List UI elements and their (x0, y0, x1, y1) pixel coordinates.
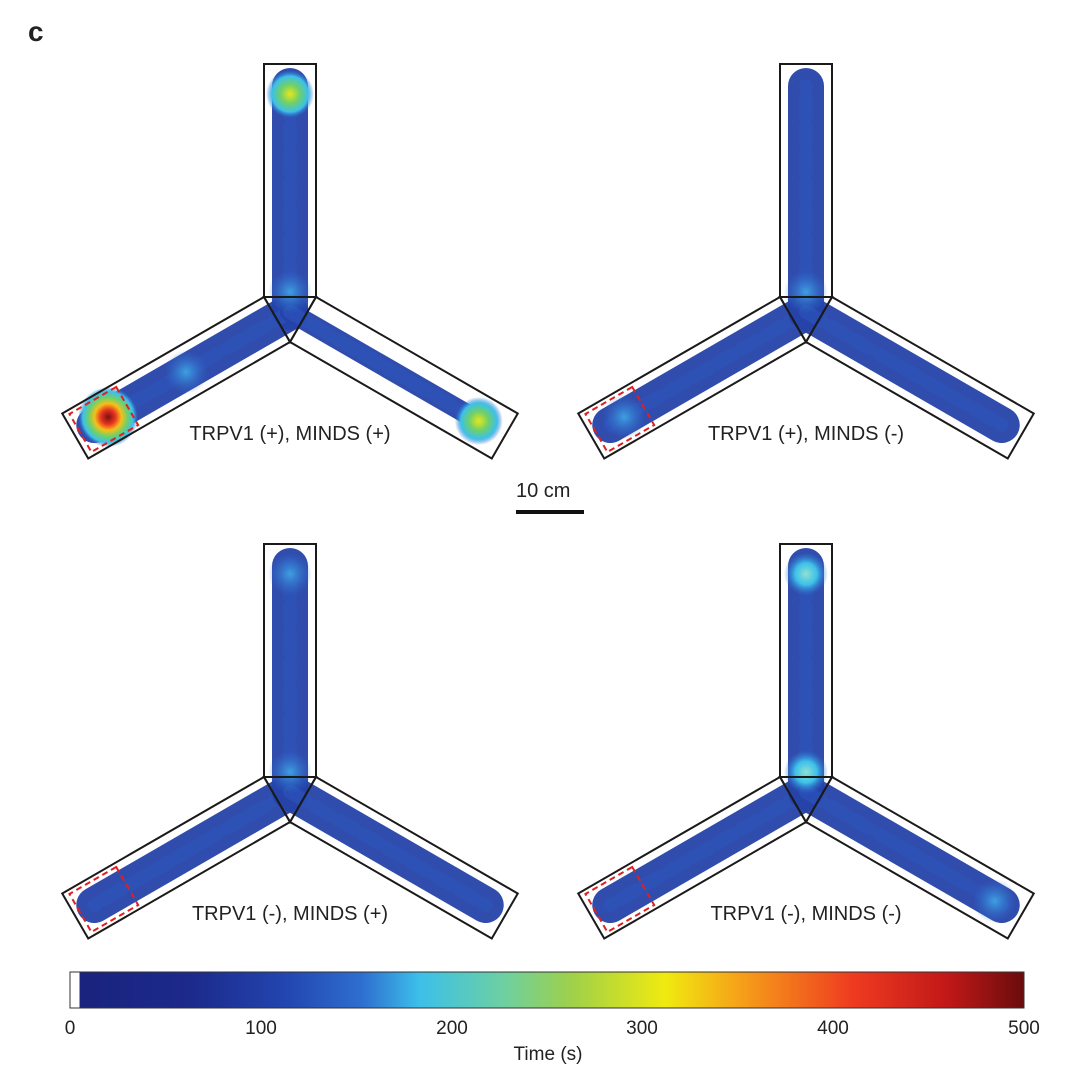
occupancy-hotspot (268, 270, 312, 314)
panel-label: TRPV1 (+), MINDS (+) (189, 423, 390, 445)
occupancy-hotspot (602, 395, 647, 439)
occupancy-hotspot (972, 879, 1017, 923)
colorbar-tick-0: 0 (64, 1018, 76, 1039)
target-zone (584, 385, 656, 454)
track-core-left (87, 785, 297, 912)
colorbar-tick-500: 500 (1008, 1018, 1040, 1039)
track-core-right (799, 305, 1009, 432)
maze-panel-4: TRPV1 (-), MINDS (-) (576, 543, 1036, 940)
maze-panel-3: TRPV1 (-), MINDS (+) (60, 543, 520, 940)
occupancy-hotspot (784, 552, 828, 596)
maze-panel-1: TRPV1 (+), MINDS (+) (60, 63, 520, 460)
occupancy-hotspot (268, 552, 312, 596)
colorbar-frame (69, 971, 1025, 1009)
panel-label: TRPV1 (+), MINDS (-) (708, 423, 904, 445)
colorbar-tick-300: 300 (626, 1018, 658, 1039)
occupancy-hotspot (784, 270, 828, 314)
track-core-right (799, 785, 1009, 912)
occupancy-hotspot (78, 387, 139, 447)
maze-center-zone (778, 295, 834, 345)
occupancy-hotspot (784, 750, 828, 794)
track-core-right (283, 785, 493, 912)
colorbar (69, 971, 1025, 1009)
target-zone (584, 865, 656, 934)
maze-center-zone (778, 775, 834, 825)
maze-center-zone (262, 295, 318, 345)
colorbar-tick-200: 200 (436, 1018, 468, 1039)
colorbar-axis-label: Time (s) (513, 1044, 583, 1065)
panel-label: TRPV1 (-), MINDS (+) (192, 903, 388, 925)
track-core-left (603, 785, 813, 912)
colorbar-zero-swatch (69, 971, 81, 1009)
occupancy-hotspot (164, 350, 209, 394)
panel-label: TRPV1 (-), MINDS (-) (710, 903, 901, 925)
occupancy-hotspot (266, 70, 314, 118)
maze-panel-2: TRPV1 (+), MINDS (-) (576, 63, 1036, 460)
panel-letter: c (28, 16, 44, 47)
maze-center-zone (262, 775, 318, 825)
occupancy-hotspot (454, 397, 503, 445)
colorbar-tick-400: 400 (817, 1018, 849, 1039)
colorbar-tick-100: 100 (245, 1018, 277, 1039)
track-core-right (283, 305, 493, 432)
occupancy-hotspot (268, 750, 312, 794)
colorbar-gradient (80, 972, 1024, 1008)
scale-bar-label: 10 cm (516, 480, 571, 502)
